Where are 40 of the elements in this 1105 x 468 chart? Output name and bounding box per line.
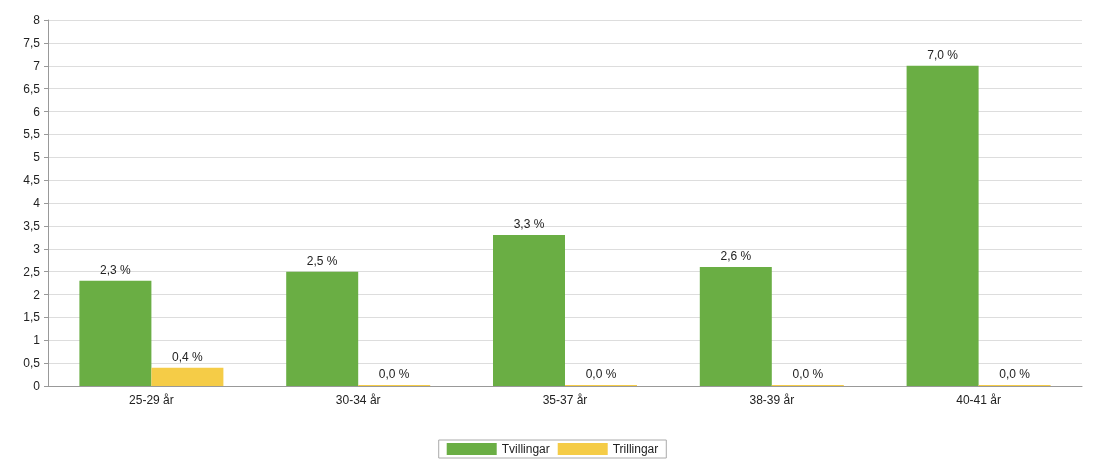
y-tick-label: 3,5 bbox=[23, 218, 41, 233]
data-label: 3,3 % bbox=[513, 217, 545, 232]
y-tick-label: 7,5 bbox=[23, 35, 41, 50]
bar bbox=[286, 271, 359, 386]
y-tick-label: 7 bbox=[33, 58, 41, 73]
y-tick-label: 5,5 bbox=[23, 127, 41, 142]
data-label: 0,0 % bbox=[585, 367, 617, 381]
y-tick-label: 2 bbox=[33, 287, 41, 302]
y-tick-label: 6,5 bbox=[23, 81, 41, 96]
y-tick-label: 3 bbox=[33, 241, 41, 256]
y-tick-label: 6 bbox=[33, 104, 41, 119]
data-label: 2,5 % bbox=[306, 253, 338, 268]
y-tick-label: 0 bbox=[33, 379, 41, 393]
data-label: 0,0 % bbox=[378, 367, 410, 381]
y-tick-label: 4 bbox=[33, 196, 41, 210]
bar bbox=[699, 267, 772, 386]
x-tick-label: 30-34 år bbox=[335, 393, 381, 407]
y-tick-label: 1 bbox=[33, 333, 41, 348]
y-tick-label: 8 bbox=[33, 13, 41, 27]
x-tick-label: 35-37 år bbox=[542, 393, 588, 407]
y-tick-label: 5 bbox=[33, 150, 41, 165]
legend-label: Tvillingar bbox=[501, 442, 550, 456]
data-label: 0,0 % bbox=[999, 367, 1031, 381]
data-label: 7,0 % bbox=[927, 47, 959, 62]
y-tick-label: 2,5 bbox=[23, 264, 41, 279]
y-tick-label: 1,5 bbox=[23, 310, 41, 325]
bar bbox=[151, 367, 224, 386]
bar bbox=[906, 65, 979, 386]
x-tick-label: 25-29 år bbox=[129, 393, 174, 407]
y-tick-label: 4,5 bbox=[23, 173, 41, 188]
data-label: 0,0 % bbox=[792, 367, 824, 381]
data-label: 2,6 % bbox=[720, 249, 752, 264]
data-label: 0,4 % bbox=[172, 349, 204, 364]
y-tick-label: 0,5 bbox=[23, 356, 41, 371]
x-tick-label: 40-41 år bbox=[956, 393, 1001, 407]
data-label: 2,3 % bbox=[100, 262, 132, 277]
bar bbox=[79, 280, 152, 386]
x-tick-label: 38-39 år bbox=[749, 393, 795, 407]
legend-label: Trillingar bbox=[612, 442, 659, 456]
bar bbox=[493, 235, 565, 386]
